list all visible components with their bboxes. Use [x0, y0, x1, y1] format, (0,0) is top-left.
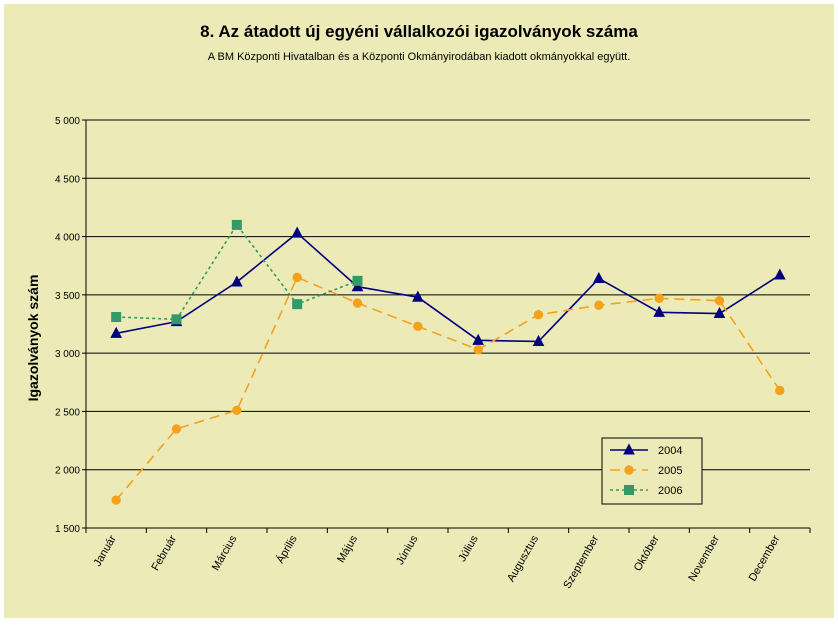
data-point-2005 [654, 293, 664, 304]
y-tick-label: 2 500 [55, 407, 80, 418]
y-tick-label: 1 500 [55, 524, 80, 535]
y-tick-label: 4 500 [55, 174, 80, 185]
series-2004 [110, 226, 786, 346]
data-point-2005 [111, 495, 121, 505]
data-point-2006 [231, 219, 242, 230]
legend-box [601, 437, 703, 505]
series-2005 [111, 272, 785, 505]
series-line-2005 [115, 276, 781, 501]
legend-label-2005: 2005 [658, 465, 682, 477]
data-point-2006 [292, 299, 303, 310]
chart-subtitle: A BM Központi Hivatalban és a Központi O… [208, 51, 631, 63]
legend-marker-2005 [624, 465, 634, 475]
y-tick-label: 2 000 [55, 466, 80, 477]
data-point-2004 [472, 333, 484, 345]
data-point-2005 [292, 272, 302, 283]
data-point-2005 [413, 321, 423, 332]
legend-marker-2006 [624, 485, 634, 495]
data-point-2006 [111, 312, 122, 323]
data-point-2005 [171, 424, 182, 434]
data-point-2004 [593, 271, 605, 284]
plot-area: 1 500 2 000 2 500 3 000 3 500 4 000 4 500 5 000… [55, 116, 811, 591]
y-tick-label: 3 500 [55, 291, 80, 302]
data-point-2006 [352, 275, 363, 286]
data-point-2004 [291, 226, 303, 238]
data-point-2005 [352, 298, 363, 308]
series-line-2004 [116, 232, 781, 343]
series-2006 [111, 219, 363, 325]
y-tick-label: 4 000 [55, 233, 80, 244]
data-point-2005 [473, 344, 483, 355]
data-point-2004 [351, 280, 364, 292]
y-axis-label: Igazolványok szám [25, 275, 41, 402]
legend-label-2006: 2006 [658, 485, 682, 497]
data-point-2005 [714, 295, 725, 306]
data-point-2005 [775, 385, 785, 396]
data-point-2004 [774, 268, 786, 280]
data-point-2004 [653, 305, 665, 317]
y-tick-label: 5 000 [55, 116, 80, 127]
data-point-2004 [231, 275, 243, 287]
legend-label-2004: 2004 [658, 445, 682, 457]
data-point-2004 [412, 290, 424, 302]
data-point-2004 [110, 326, 122, 338]
legend: 2004 2005 2006 [601, 437, 703, 505]
chart-title: 8. Az átadott új egyéni vállalkozói igaz… [200, 22, 638, 41]
data-point-2004 [532, 334, 545, 346]
data-point-2005 [533, 309, 544, 320]
y-tick-label: 3 000 [55, 349, 80, 360]
data-point-2004 [713, 306, 726, 319]
data-point-2005 [232, 405, 242, 415]
data-point-2005 [594, 300, 604, 311]
legend-marker-2004 [623, 443, 635, 455]
data-point-2006 [171, 314, 182, 325]
